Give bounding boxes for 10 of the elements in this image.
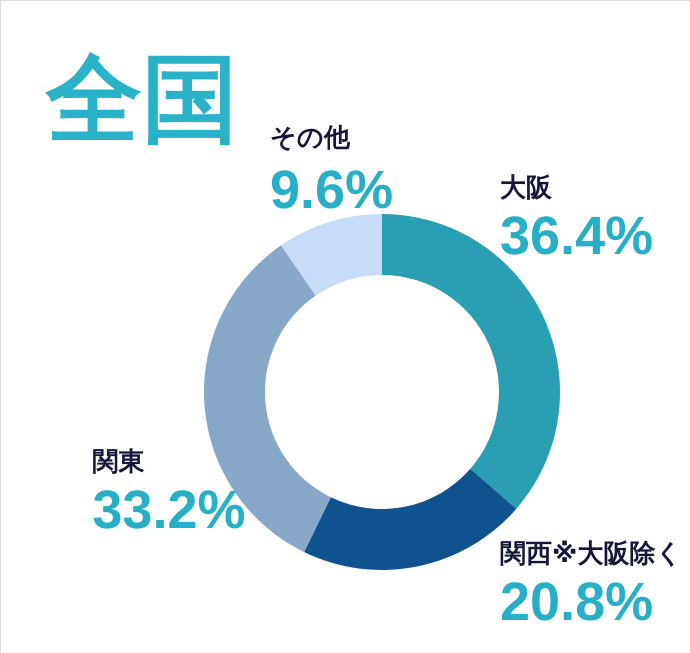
data-label: 9.6% bbox=[270, 160, 394, 220]
data-label: 20.8% bbox=[500, 572, 654, 632]
data-label: 33.2% bbox=[92, 480, 246, 540]
slice-label: その他 bbox=[270, 123, 351, 153]
data-label: 36.4% bbox=[500, 206, 654, 266]
slice-label: 大阪 bbox=[500, 173, 553, 203]
slice-label: 関西※大阪除く bbox=[500, 539, 682, 569]
donut-slice bbox=[281, 214, 382, 296]
chart-title: 全国 bbox=[44, 43, 238, 155]
slice-label: 関東 bbox=[92, 447, 144, 477]
